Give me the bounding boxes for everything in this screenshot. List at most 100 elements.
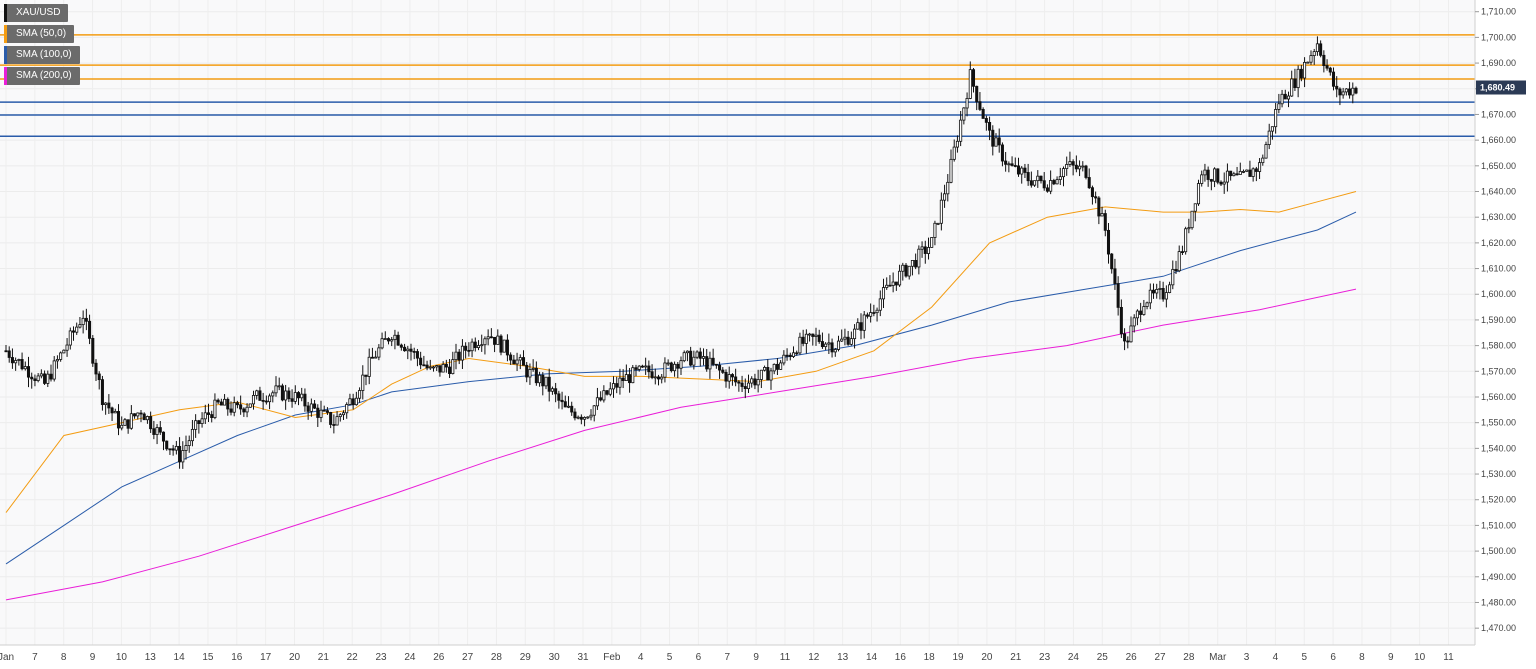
x-tick-label: 9 [90, 652, 96, 663]
candle-body [457, 351, 461, 361]
x-tick-label: 11 [1443, 652, 1454, 663]
candle-body [602, 390, 606, 401]
x-tick-label: 8 [1359, 652, 1365, 663]
x-tick-label: 4 [1273, 652, 1279, 663]
candle-body [464, 345, 468, 351]
candle-body [1338, 88, 1342, 96]
candle-body [65, 344, 69, 351]
candle-body [698, 351, 702, 359]
legend-sma-200[interactable]: SMA (200,0) [4, 67, 80, 85]
candle-body [136, 412, 140, 417]
candle-body [943, 193, 947, 201]
candle-body [965, 98, 969, 109]
x-tick-label: Mar [1209, 652, 1227, 663]
legend-sma-100[interactable]: SMA (100,0) [4, 46, 80, 64]
candle-body [666, 362, 670, 365]
candle-body [1196, 183, 1201, 205]
candle-body [920, 246, 924, 250]
candle-body [1058, 176, 1062, 180]
candle-body [782, 354, 786, 364]
candle-body [303, 393, 307, 407]
candle-body [194, 420, 198, 430]
candle-body [161, 431, 166, 442]
x-tick-label: 23 [375, 652, 387, 663]
candle-body [759, 369, 763, 380]
x-tick-label: 10 [116, 652, 128, 663]
candle-body [1052, 180, 1056, 185]
candle-body [814, 334, 818, 337]
y-tick-label: 1,520.00 [1481, 495, 1516, 505]
candle-body [534, 367, 538, 384]
candle-body [946, 181, 950, 195]
x-tick-label: 26 [1126, 652, 1138, 663]
candle-body [708, 357, 712, 370]
legend: XAU/USD SMA (50,0) SMA (100,0) SMA (200,… [4, 4, 80, 88]
candle-body [502, 339, 506, 353]
y-axis-panel [1475, 0, 1536, 669]
y-tick-label: 1,500.00 [1481, 546, 1516, 556]
candle-body [817, 334, 821, 342]
candle-body [878, 298, 882, 311]
y-tick-label: 1,530.00 [1481, 469, 1516, 479]
candle-body [904, 264, 908, 277]
x-tick-label: 23 [1039, 652, 1051, 663]
candle-body [933, 222, 937, 238]
candle-body [444, 364, 448, 368]
candle-body [284, 390, 288, 401]
candle-body [1328, 67, 1332, 73]
candle-body [833, 349, 837, 353]
candle-body [727, 374, 731, 382]
candle-body [4, 350, 8, 353]
candle-body [480, 344, 484, 347]
candle-body [431, 366, 436, 369]
candle-body [120, 424, 124, 429]
candle-body [81, 317, 85, 326]
y-tick-label: 1,640.00 [1481, 187, 1516, 197]
candle-body [168, 448, 172, 451]
candle-body [1126, 340, 1130, 343]
candle-body [52, 360, 56, 380]
x-tick-label: 16 [895, 652, 907, 663]
candle-body [46, 373, 50, 384]
candle-body [885, 284, 889, 288]
candle-body [1216, 168, 1220, 183]
candle-body [862, 314, 866, 331]
y-tick-label: 1,660.00 [1481, 135, 1516, 145]
candle-body [476, 345, 481, 349]
candle-body [329, 412, 333, 425]
candle-body [280, 385, 284, 401]
candle-body [435, 365, 439, 368]
candle-body [981, 109, 985, 119]
candle-body [313, 403, 317, 409]
candle-body [824, 343, 828, 348]
candle-body [1241, 170, 1246, 173]
y-tick-label: 1,480.00 [1481, 597, 1516, 607]
candle-body [853, 328, 857, 340]
candle-body [264, 400, 268, 403]
candle-body [640, 365, 644, 368]
candle-body [1315, 43, 1319, 53]
candle-body [669, 362, 673, 372]
y-axis-ticks: 1,470.00 1,480.00 1,490.00 1,500.00 1,510.00… [1475, 7, 1516, 633]
candle-body [701, 356, 706, 359]
candle-body [650, 371, 654, 378]
candle-body [88, 320, 92, 339]
candle-body [557, 393, 561, 401]
candle-body [14, 360, 18, 364]
candle-body [116, 411, 121, 429]
candle-body [187, 440, 191, 446]
candle-body [589, 414, 593, 418]
legend-symbol[interactable]: XAU/USD [4, 4, 69, 22]
candle-body [1348, 88, 1352, 96]
candle-body [17, 359, 21, 361]
candle-body [1168, 284, 1172, 293]
candle-body [550, 388, 554, 392]
legend-sma-50[interactable]: SMA (50,0) [4, 25, 75, 43]
candle-body [1039, 175, 1043, 182]
candle-body [1277, 103, 1281, 110]
candle-body [518, 357, 522, 361]
candle-body [592, 405, 596, 416]
candle-body [1309, 55, 1313, 63]
candle-body [801, 336, 805, 344]
